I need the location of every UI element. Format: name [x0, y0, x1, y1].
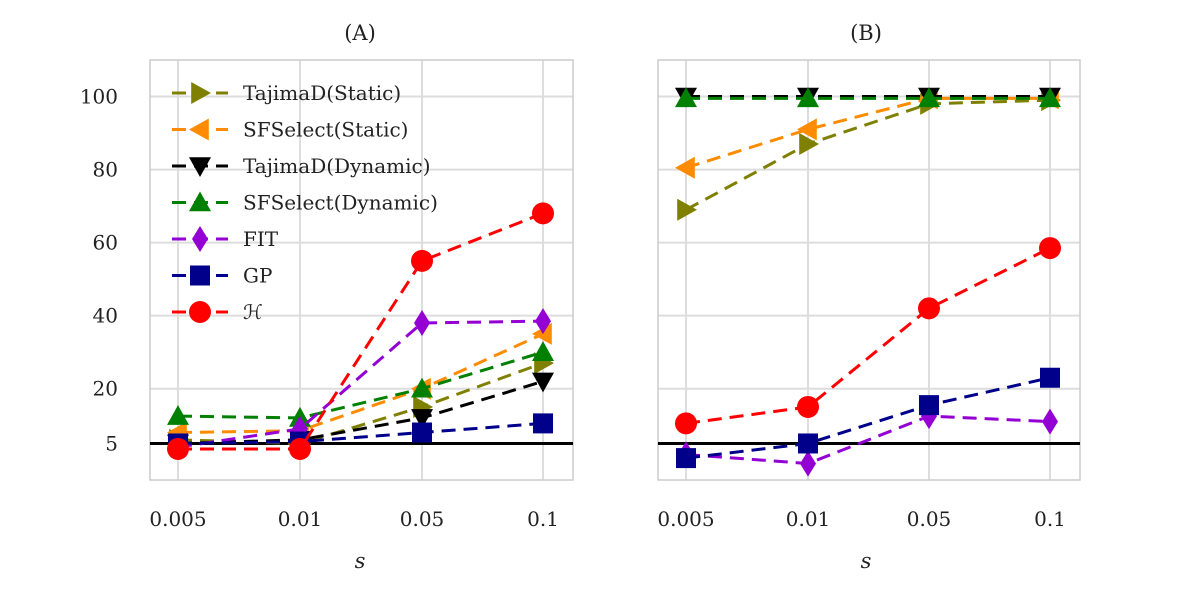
data-point [1040, 367, 1060, 388]
y-tick-label: 20 [93, 377, 118, 401]
panel-b-xlabel: s [861, 549, 872, 573]
x-tick-label: 0.1 [1034, 507, 1066, 531]
series-6 [167, 202, 554, 460]
legend-marker [189, 118, 209, 141]
series-line [177, 332, 544, 435]
data-point [797, 87, 819, 108]
data-point [535, 308, 551, 335]
plot-frame [149, 59, 574, 481]
y-tick-label: 5 [105, 431, 118, 455]
legend-item: ℋ [172, 300, 263, 324]
data-point [533, 413, 553, 434]
legend-label: ℋ [243, 300, 263, 324]
legend: TajimaD(Static) SFSelect(Static) TajimaD(D… [172, 81, 438, 324]
legend-label: TajimaD(Static) [243, 81, 401, 105]
data-point [919, 395, 939, 416]
data-point [918, 87, 940, 108]
data-point [532, 202, 554, 225]
x-tick-label: 0.005 [149, 507, 206, 531]
data-point [167, 437, 189, 460]
data-point [411, 409, 433, 429]
panel-a-title: (A) [344, 21, 376, 45]
data-point [1039, 87, 1061, 108]
y-tick-label: 40 [93, 304, 118, 328]
series-line [685, 414, 1051, 466]
legend-marker [190, 265, 210, 286]
x-tick-label: 0.05 [907, 507, 952, 531]
series-line [685, 98, 1051, 212]
legend-marker [191, 82, 211, 104]
y-tick-label: 100 [80, 85, 118, 109]
series-line [177, 421, 544, 445]
series-line [177, 361, 544, 445]
legend-marker [192, 226, 208, 252]
legend-marker [189, 301, 211, 323]
data-point [411, 249, 433, 272]
series-line [177, 319, 544, 449]
data-point [675, 87, 697, 108]
data-point [675, 156, 695, 179]
data-point [412, 422, 432, 443]
legend-marker [189, 157, 211, 177]
legend-item: SFSelect(Static) [172, 118, 409, 142]
series-5 [676, 367, 1060, 469]
data-point [289, 437, 311, 460]
legend-label: TajimaD(Dynamic) [243, 154, 431, 178]
series-0 [677, 89, 1061, 221]
data-point [167, 405, 189, 425]
y-tick-label: 80 [93, 158, 118, 182]
series-3 [675, 87, 1061, 108]
series-line [177, 350, 544, 420]
y-tick-label: 60 [93, 231, 118, 255]
x-tick-label: 0.005 [657, 507, 714, 531]
data-point [676, 448, 696, 469]
series-line [685, 96, 1050, 170]
legend-item: SFSelect(Dynamic) [172, 191, 438, 215]
data-point [532, 322, 552, 345]
legend-item: TajimaD(Dynamic) [172, 154, 431, 178]
data-point [675, 412, 697, 435]
series-line [685, 246, 1051, 425]
data-point [918, 297, 940, 320]
series-4 [678, 403, 1058, 477]
x-tick-label: 0.1 [527, 507, 559, 531]
series-3 [167, 341, 554, 427]
series-6 [675, 237, 1061, 435]
legend-marker [189, 191, 211, 212]
data-point [1042, 408, 1058, 435]
legend-label: SFSelect(Static) [243, 118, 409, 142]
series-line [177, 379, 544, 445]
legend-label: FIT [243, 227, 279, 251]
plot-frame [657, 59, 1081, 481]
legend-item: FIT [172, 226, 279, 252]
x-tick-label: 0.01 [278, 507, 323, 531]
legend-item: TajimaD(Static) [172, 81, 401, 105]
data-point [677, 198, 697, 221]
panel-b-title: (B) [850, 21, 882, 45]
data-point [414, 309, 430, 336]
panel-a-xlabel: s [355, 549, 366, 573]
data-point [797, 118, 817, 141]
data-point [800, 450, 816, 477]
panel-a: (A) s 0.005 0.01 0.05 0.1 5 20 40 60 80 100 Tajima… [80, 21, 574, 573]
legend-label: SFSelect(Dynamic) [243, 191, 438, 215]
panel-b: (B) s 0.005 0.01 0.05 0.1 [657, 21, 1081, 573]
legend-item: GP [172, 264, 272, 288]
series-line [685, 376, 1051, 460]
data-point [799, 133, 819, 155]
legend-label: GP [243, 264, 272, 288]
data-point [797, 395, 819, 418]
data-point [1039, 237, 1061, 260]
x-tick-label: 0.01 [786, 507, 831, 531]
data-point [411, 377, 433, 398]
series-line [178, 211, 544, 451]
x-tick-label: 0.05 [400, 507, 445, 531]
data-point [798, 433, 818, 454]
data-point [532, 341, 554, 361]
data-point [532, 372, 554, 393]
